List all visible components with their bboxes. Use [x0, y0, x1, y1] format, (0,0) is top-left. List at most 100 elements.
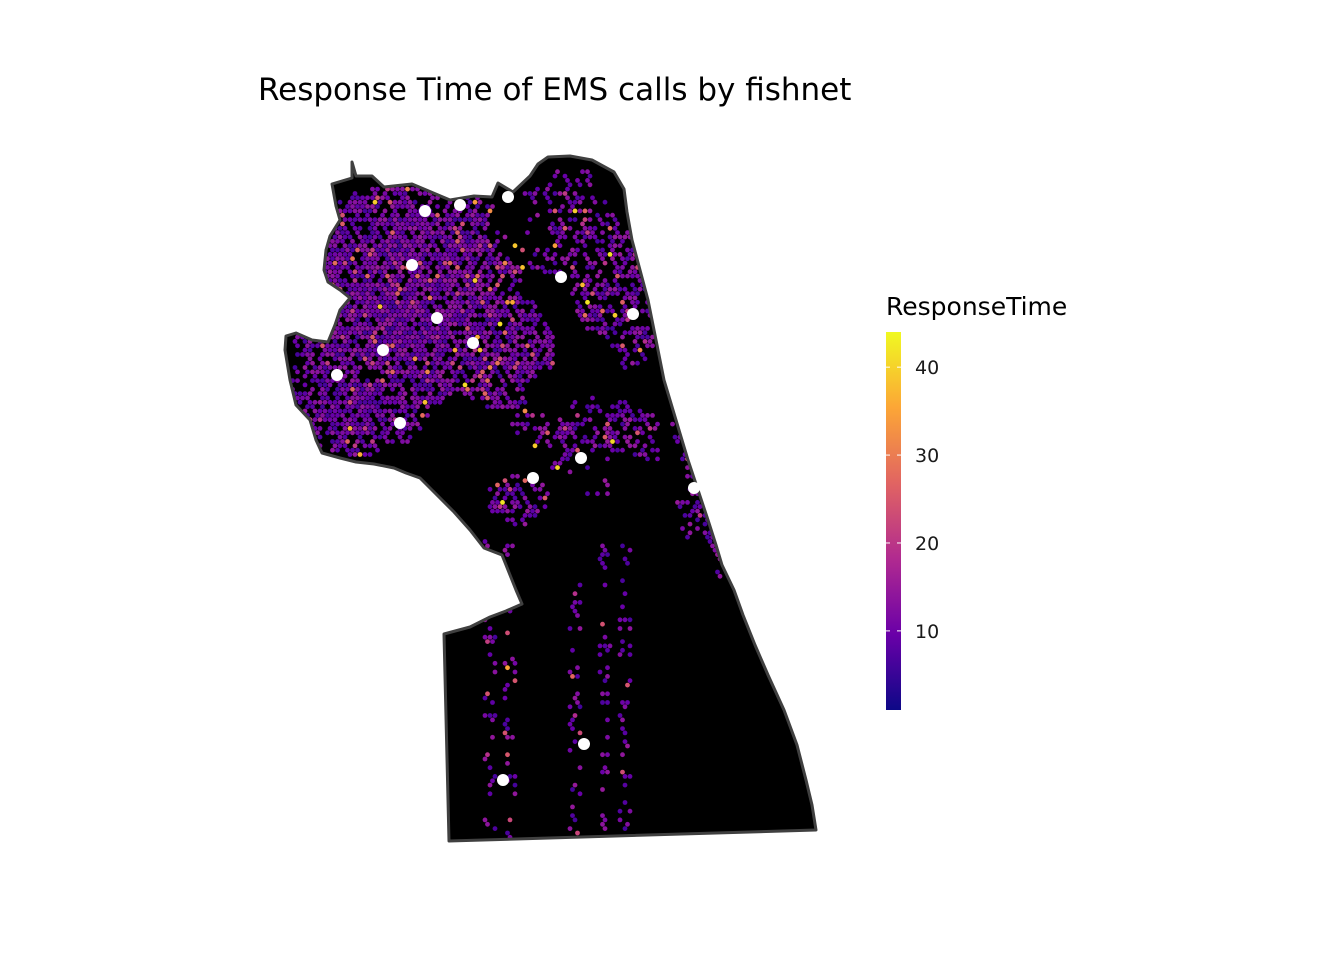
fishnet-cell [597, 643, 603, 649]
fishnet-cell [350, 352, 355, 357]
fishnet-cell [402, 321, 408, 327]
fishnet-cell [355, 299, 360, 305]
fishnet-cell [515, 360, 520, 366]
fishnet-cell [402, 399, 408, 405]
fishnet-cell [325, 352, 330, 357]
fishnet-cell [430, 299, 435, 305]
fishnet-cell [442, 243, 448, 249]
fishnet-cell [647, 426, 653, 431]
fishnet-cell [315, 430, 320, 436]
fishnet-cell [642, 417, 648, 423]
fishnet-cell [640, 308, 645, 314]
fishnet-cell [347, 347, 353, 353]
fishnet-cell [337, 443, 343, 449]
fishnet-cell [512, 330, 518, 336]
fishnet-cell [327, 365, 333, 370]
fishnet-cell [425, 413, 430, 418]
fishnet-cell [620, 447, 625, 453]
fishnet-cell [630, 299, 635, 305]
fishnet-cell [415, 221, 420, 227]
fishnet-cell [462, 356, 468, 362]
fishnet-cell [570, 804, 575, 810]
fishnet-cell [427, 330, 433, 336]
fishnet-cell [397, 286, 403, 292]
fishnet-cell [527, 373, 533, 379]
fishnet-cell [490, 395, 495, 401]
fishnet-cell [682, 513, 688, 518]
fishnet-cell [585, 178, 590, 183]
fishnet-cell [420, 308, 425, 314]
fishnet-cell [450, 221, 455, 227]
fishnet-cell [387, 278, 393, 283]
fishnet-cell [352, 243, 358, 249]
fishnet-cell [397, 408, 403, 414]
fishnet-cell [492, 365, 498, 370]
fishnet-cell [597, 217, 603, 223]
fishnet-cell [635, 273, 640, 279]
fishnet-cell [332, 399, 338, 405]
fishnet-cell [595, 291, 600, 296]
fishnet-cell [425, 352, 430, 357]
fishnet-cell [367, 452, 373, 457]
fishnet-cell [565, 430, 570, 436]
fishnet-cell [422, 260, 428, 266]
fishnet-cell [435, 273, 440, 279]
fishnet-cell [557, 217, 563, 223]
fishnet-cell [405, 291, 410, 296]
fishnet-cell [457, 217, 463, 223]
fishnet-cell [500, 360, 505, 366]
fishnet-cell [467, 321, 473, 327]
fishnet-cell [500, 265, 505, 270]
fishnet-cell [532, 191, 538, 196]
fishnet-cell [305, 343, 310, 349]
fishnet-cell [567, 826, 573, 831]
station-marker [627, 308, 639, 320]
fishnet-cell [440, 334, 445, 340]
fishnet-cell [335, 326, 340, 331]
fishnet-cell [455, 212, 460, 218]
fishnet-cell [505, 334, 510, 340]
fishnet-cell [635, 430, 640, 436]
fishnet-cell [562, 234, 568, 240]
fishnet-cell [417, 382, 423, 388]
fishnet-cell [640, 326, 645, 331]
fishnet-cell [427, 199, 433, 205]
fishnet-cell [340, 360, 345, 366]
fishnet-cell [570, 265, 575, 270]
fishnet-cell [630, 282, 635, 288]
fishnet-cell [385, 282, 390, 288]
fishnet-cell [615, 404, 620, 410]
fishnet-cell [382, 252, 388, 257]
fishnet-cell [327, 399, 333, 405]
fishnet-cell [527, 504, 533, 510]
fishnet-cell [532, 199, 538, 205]
fishnet-cell [617, 617, 623, 623]
fishnet-cell [362, 347, 368, 353]
fishnet-cell [647, 339, 653, 344]
fishnet-cell [500, 404, 505, 410]
fishnet-cell [357, 347, 363, 353]
fishnet-cell [572, 713, 578, 718]
fishnet-cell [430, 221, 435, 227]
fishnet-cell [362, 252, 368, 257]
fishnet-cell [465, 256, 470, 262]
fishnet-cell [410, 204, 415, 209]
fishnet-cell [420, 265, 425, 270]
fishnet-cell [497, 278, 503, 283]
fishnet-cell [502, 365, 508, 370]
fishnet-cell [407, 243, 413, 249]
fishnet-cell [520, 343, 525, 349]
fishnet-cell [322, 391, 328, 396]
fishnet-cell [537, 365, 543, 370]
fishnet-cell [317, 382, 323, 388]
fishnet-cell [360, 326, 365, 331]
fishnet-cell [415, 291, 420, 296]
fishnet-cell [447, 286, 453, 292]
fishnet-cell [485, 334, 490, 340]
fishnet-cell [392, 347, 398, 353]
fishnet-cell [575, 230, 580, 236]
fishnet-cell [457, 295, 463, 301]
fishnet-cell [575, 830, 580, 836]
fishnet-cell [372, 304, 378, 309]
fishnet-cell [425, 265, 430, 270]
